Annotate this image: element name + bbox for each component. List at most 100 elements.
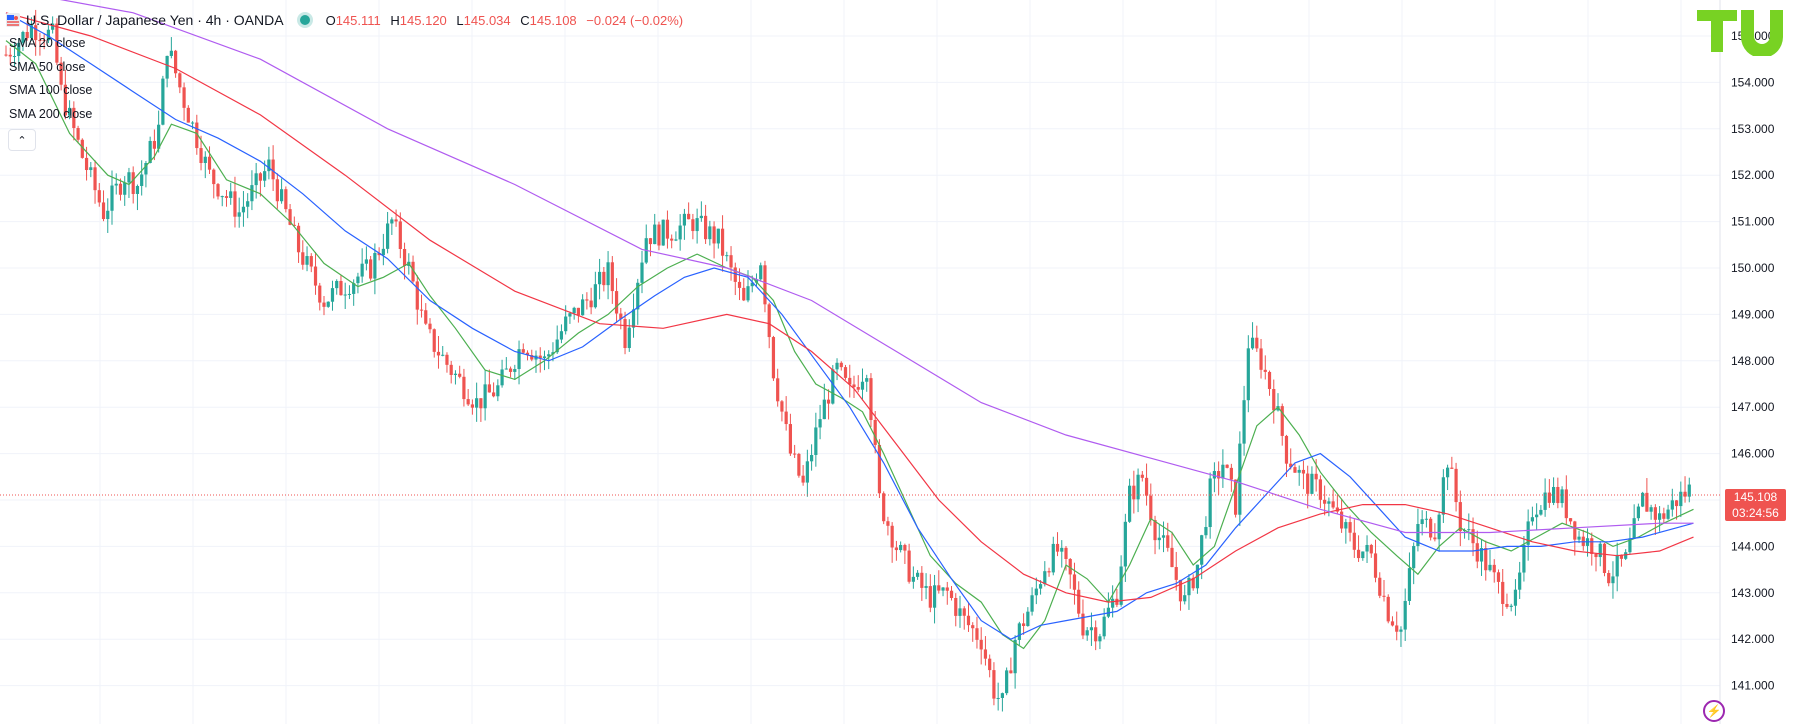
candle-body <box>1314 473 1318 480</box>
candle-body <box>589 300 593 308</box>
candle-body <box>555 339 559 353</box>
candle-body <box>1687 484 1691 497</box>
y-axis-tick-label: 146.000 <box>1731 447 1775 461</box>
candle-body <box>831 369 835 404</box>
indicator-sma-50[interactable]: SMA 50 close <box>9 60 86 74</box>
candle-body <box>1272 389 1276 411</box>
candle-body <box>284 189 288 210</box>
close-value: 145.108 <box>529 12 577 28</box>
candle-body <box>1361 551 1365 559</box>
candle-body <box>292 224 296 226</box>
candle-body <box>754 279 759 283</box>
candle-body <box>1106 607 1110 617</box>
candle-body <box>1615 554 1619 577</box>
candle-body <box>1000 693 1004 698</box>
candle-body <box>1568 518 1573 522</box>
candle-body <box>894 547 898 551</box>
candle-body <box>1340 511 1344 529</box>
candle-body <box>1386 596 1390 622</box>
y-axis-tick-label: 142.000 <box>1731 632 1775 646</box>
candle-body <box>1373 553 1378 578</box>
candle-body <box>746 286 750 301</box>
candle-body <box>784 411 788 425</box>
candle-body <box>1450 467 1454 469</box>
y-axis-tick-label: 153.000 <box>1731 122 1775 136</box>
candle-body <box>1178 579 1183 602</box>
candle-body <box>1399 629 1403 632</box>
candle-body <box>1089 627 1094 631</box>
indicator-sma-200[interactable]: SMA 200 close <box>9 107 93 121</box>
candle-body <box>1467 529 1471 531</box>
candle-body <box>449 364 453 375</box>
indicator-sma-20[interactable]: SMA 20 close <box>9 36 86 50</box>
candle-body <box>131 172 135 194</box>
collapse-indicators-button[interactable]: ⌃ <box>8 129 36 151</box>
candle-body <box>1284 435 1289 464</box>
symbol-title[interactable]: U.S. Dollar / Japanese Yen · 4h · OANDA <box>26 12 284 28</box>
candle-body <box>1535 514 1539 518</box>
y-axis-tick-label: 149.000 <box>1731 307 1775 321</box>
candle-body <box>1234 479 1238 515</box>
candle-body <box>280 189 284 202</box>
candle-body <box>593 284 597 308</box>
candle-body <box>203 156 207 163</box>
candle-body <box>1229 467 1233 480</box>
candle-body <box>801 475 805 483</box>
candle-body <box>835 362 839 370</box>
candle-body <box>1424 518 1428 520</box>
candle-body <box>55 23 59 63</box>
candle-body <box>1200 535 1204 565</box>
candle-body <box>84 157 89 171</box>
candle-body <box>1047 571 1051 573</box>
candle-body <box>305 256 309 265</box>
candle-body <box>911 576 915 582</box>
candle-body <box>513 369 517 372</box>
indicator-sma-100[interactable]: SMA 100 close <box>9 83 93 97</box>
candle-body <box>1144 477 1149 496</box>
candle-body <box>1382 595 1386 597</box>
candle-body <box>1395 625 1399 632</box>
candle-body <box>695 218 699 232</box>
candle-body <box>51 23 55 30</box>
candle-body <box>810 454 814 462</box>
candle-body <box>538 355 542 359</box>
candle-body <box>1115 598 1119 605</box>
candle-body <box>326 301 330 307</box>
candle-body <box>631 309 636 328</box>
candle-body <box>207 156 212 170</box>
candle-body <box>1590 538 1594 554</box>
candle-body <box>954 597 958 616</box>
candle-body <box>1119 566 1123 605</box>
lightning-icon[interactable]: ⚡ <box>1703 700 1725 722</box>
flag-icon <box>6 13 20 27</box>
candle-body <box>1543 492 1547 510</box>
candle-body <box>1140 474 1144 478</box>
candle-body <box>920 572 924 588</box>
candle-body <box>1077 589 1081 614</box>
candle-body <box>521 349 525 353</box>
candle-body <box>716 228 720 244</box>
candle-body <box>4 54 8 56</box>
candle-body <box>21 31 25 43</box>
candle-body <box>470 404 474 408</box>
candle-body <box>339 280 343 296</box>
candle-body <box>169 50 173 56</box>
candle-body <box>330 288 335 302</box>
candle-body <box>1005 670 1009 694</box>
candle-body <box>34 25 38 41</box>
candle-body <box>1344 522 1348 529</box>
candle-body <box>1564 489 1568 519</box>
candle-body <box>313 266 318 286</box>
candle-body <box>1149 495 1153 521</box>
candle-body <box>237 212 241 217</box>
candle-body <box>1649 507 1653 512</box>
candle-body <box>106 210 110 220</box>
y-axis-tick-label: 152.000 <box>1731 168 1775 182</box>
candle-body <box>1674 500 1679 507</box>
candle-body <box>737 281 742 288</box>
candle-body <box>843 367 848 378</box>
last-price-tag: 145.108 03:24:56 <box>1725 489 1786 521</box>
change-value: −0.024 (−0.02%) <box>586 12 684 28</box>
candle-body <box>72 107 76 129</box>
